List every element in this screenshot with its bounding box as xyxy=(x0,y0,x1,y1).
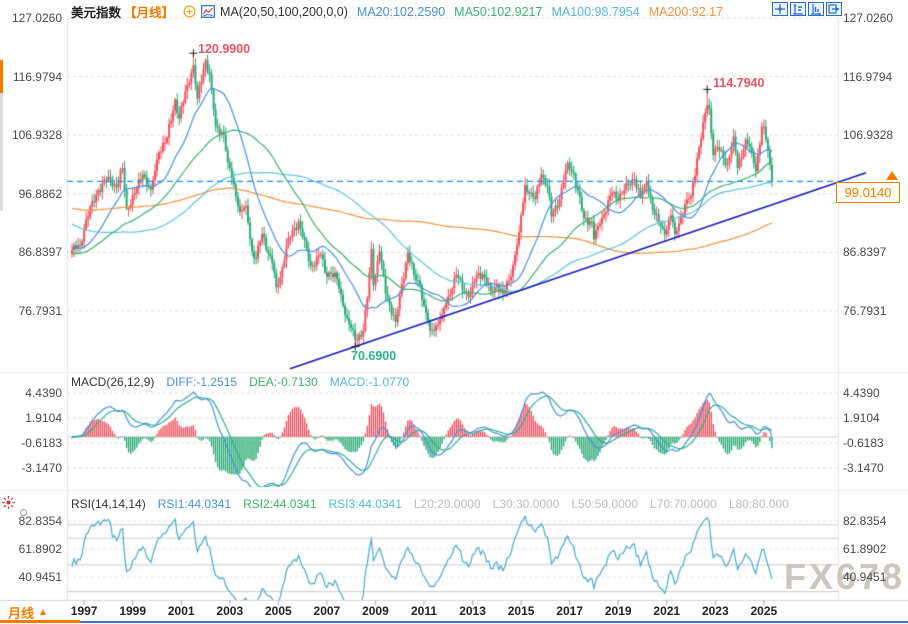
price-axis-label: 116.9794 xyxy=(843,69,893,84)
x-axis-year-label: 1999 xyxy=(119,604,147,618)
x-axis-year-label: 2005 xyxy=(264,604,292,618)
macd-axis-label: 1.9104 xyxy=(843,410,880,425)
x-axis-year-label: 2007 xyxy=(313,604,341,618)
tab-monthly[interactable]: 月线 ▲ xyxy=(8,603,48,622)
bottom-scroll-line[interactable] xyxy=(80,621,908,623)
rsi1-value: RSI1:44.0341 xyxy=(157,497,232,511)
macd-axis-label: 4.4390 xyxy=(25,386,62,400)
macd-macd-value: MACD:-1.0770 xyxy=(329,375,410,389)
rsi-axis-label: 40.9451 xyxy=(843,570,887,584)
rsi-axis-label: 61.8902 xyxy=(843,542,887,556)
x-axis-year-label: 2011 xyxy=(410,604,438,618)
indicator-settings-icon[interactable] xyxy=(201,5,215,18)
price-axis-label: 76.7931 xyxy=(18,304,62,318)
rsi-level-label: L20:20.0000 xyxy=(413,497,481,511)
rsi3-value: RSI3:44.0341 xyxy=(328,497,402,511)
rsi-level-label: L30:30.0000 xyxy=(492,497,560,511)
x-axis-year-label: 2013 xyxy=(459,604,486,618)
price-axis-label: 106.9328 xyxy=(11,128,62,143)
chart-toolbar xyxy=(772,2,842,16)
rsi-axis-label: 40.9451 xyxy=(18,570,62,584)
price-axis-label: 127.0260 xyxy=(11,11,62,25)
crosshair-move-icon[interactable] xyxy=(772,2,788,16)
tab-up-triangle-icon: ▲ xyxy=(38,607,48,618)
price-axis-label: 76.7931 xyxy=(843,304,887,318)
annotation-low-2008: 70.6900 xyxy=(351,349,397,363)
x-axis-year-label: 2015 xyxy=(507,604,535,618)
x-axis-year-label: 2025 xyxy=(750,604,778,618)
last-price-label: 99.0140 xyxy=(836,182,900,203)
macd-axis-label: -0.6183 xyxy=(21,435,62,450)
symbol-name: 美元指数 xyxy=(71,6,122,20)
rsi-panel-header: RSI(14,14,14) RSI1:44.0341 RSI2:44.0341 … xyxy=(71,497,789,511)
price-axis-label: 96.8862 xyxy=(18,186,62,201)
x-axis-year-label: 2009 xyxy=(362,604,389,618)
macd-diff-value: DIFF:-1.2515 xyxy=(166,375,238,389)
macd-axis-label: 4.4390 xyxy=(843,386,880,400)
period-tag[interactable]: 【月线】 xyxy=(124,6,175,20)
macd-axis-label: 1.9104 xyxy=(25,410,62,425)
rsi-level-label: L70:70.0000 xyxy=(650,497,717,511)
macd-axis-label: -3.1470 xyxy=(21,461,62,475)
tab-underline xyxy=(0,620,80,623)
fit-time-axis-icon[interactable] xyxy=(808,2,824,16)
x-axis-year-label: 2019 xyxy=(604,604,632,618)
x-axis-year-label: 2017 xyxy=(556,604,583,618)
ma-params-label: MA(20,50,100,200,0,0) xyxy=(220,4,348,19)
rsi-level-labels: L20:20.0000 L30:30.0000 L50:50.0000 L70:70.… xyxy=(414,497,789,511)
x-axis-year-label: 2023 xyxy=(701,604,729,618)
macd-panel-header: MACD(26,12,9) DIFF:-1.2515 DEA:-0.7130 M… xyxy=(71,375,409,389)
macd-title[interactable]: MACD(26,12,9) xyxy=(71,375,155,389)
macd-dea-value: DEA:-0.7130 xyxy=(249,375,318,389)
tab-monthly-label: 月线 xyxy=(8,606,35,621)
ma200-value: MA200:92.17 xyxy=(648,4,724,19)
macd-axis-label: -3.1470 xyxy=(843,461,884,475)
annotation-high-2022: 114.7940 xyxy=(713,76,765,90)
rsi-axis-label: 82.8354 xyxy=(18,514,62,528)
ma50-value: MA50:102.9217 xyxy=(454,4,543,19)
fit-price-axis-icon[interactable] xyxy=(790,2,806,16)
watermark: FX678 xyxy=(784,556,906,597)
rsi-axis-label: 61.8902 xyxy=(18,542,62,556)
price-axis-label: 86.8397 xyxy=(843,245,887,260)
drawing-tool-icon[interactable] xyxy=(1,495,16,515)
price-up-arrow xyxy=(886,171,898,180)
main-chart-header: 美元指数 【月线】 MA(20,50,100,200,0,0) MA20:102… xyxy=(71,2,723,21)
rsi-level-label: L80:80.000 xyxy=(728,497,789,511)
x-axis-year-label: 2003 xyxy=(216,604,244,618)
price-axis-label: 86.8397 xyxy=(18,245,62,260)
price-axis-label: 106.9328 xyxy=(843,128,894,143)
x-axis-year-label: 2021 xyxy=(653,604,681,618)
left-scrollbar-track[interactable] xyxy=(0,93,3,211)
annotation-high-2001: 120.9900 xyxy=(198,42,251,56)
go-to-latest-icon[interactable] xyxy=(826,2,842,16)
tool-point-marker xyxy=(20,509,27,516)
x-axis-year-label: 2001 xyxy=(167,604,195,618)
rsi-level-label: L50:50.0000 xyxy=(571,497,639,511)
price-axis-label: 116.9794 xyxy=(12,69,62,84)
rsi-title[interactable]: RSI(14,14,14) xyxy=(71,497,146,511)
ma100-value: MA100:98.7954 xyxy=(551,4,640,19)
ma20-value: MA20:102.2590 xyxy=(356,4,446,19)
macd-axis-label: -0.6183 xyxy=(843,435,884,450)
price-axis-label: 127.0260 xyxy=(843,11,894,25)
x-axis-year-label: 1997 xyxy=(70,604,98,618)
add-circle-icon[interactable] xyxy=(183,5,196,18)
rsi2-value: RSI2:44.0341 xyxy=(243,497,317,511)
rsi-axis-label: 82.8354 xyxy=(843,514,887,528)
left-scrollbar-thumb[interactable] xyxy=(0,60,3,93)
